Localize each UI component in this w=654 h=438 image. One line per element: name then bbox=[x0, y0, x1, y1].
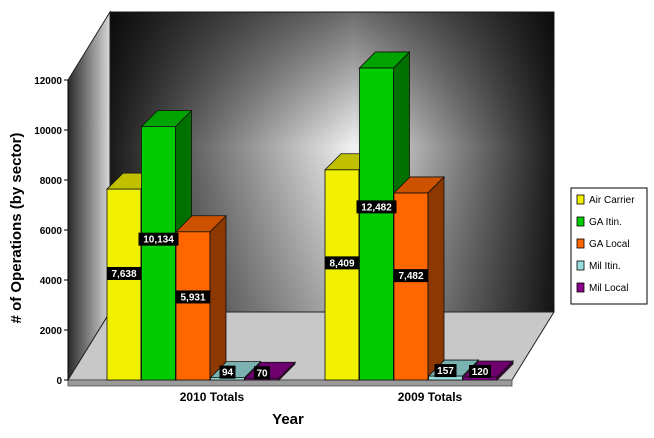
data-label-text: 12,482 bbox=[361, 202, 392, 213]
chart-labels: 7,638 10,134 5,931 94 70 8,409 12,482 7,482 157 1… bbox=[107, 200, 491, 380]
data-label-text: 10,134 bbox=[143, 235, 174, 246]
y-tick-label: 2000 bbox=[40, 326, 63, 337]
legend-swatch bbox=[576, 238, 585, 249]
data-label-bg bbox=[138, 232, 179, 246]
data-label-bg bbox=[325, 256, 359, 270]
x-tick-label: 2009 Totals bbox=[398, 390, 463, 404]
legend-label: GA Local bbox=[589, 239, 630, 250]
bar bbox=[175, 214, 227, 381]
data-label: 12,482 bbox=[356, 200, 397, 214]
y-tick-label: 12000 bbox=[34, 76, 62, 87]
bar-top bbox=[358, 51, 411, 69]
data-label-text: 7,638 bbox=[111, 269, 136, 280]
data-label: 7,482 bbox=[394, 269, 428, 283]
legend-label: Air Carrier bbox=[589, 195, 635, 206]
chart-legend: Air Carrier GA Itin. GA Local Mil Itin. Mil … bbox=[570, 187, 648, 305]
data-label-text: 70 bbox=[256, 368, 268, 379]
y-tick-label: 0 bbox=[56, 376, 62, 387]
data-label: 94 bbox=[219, 365, 236, 379]
y-tick-label: 4000 bbox=[40, 276, 63, 287]
data-label: 7,638 bbox=[107, 266, 141, 280]
y-axis-title: # of Operations (by sector) bbox=[8, 133, 25, 324]
bar-side bbox=[209, 214, 227, 381]
legend-label: Mil Itin. bbox=[589, 261, 621, 272]
bar-front bbox=[324, 169, 360, 381]
bar-front bbox=[175, 231, 211, 381]
data-label-bg bbox=[434, 364, 457, 378]
bar-side bbox=[427, 175, 445, 381]
x-axis-title: Year bbox=[272, 411, 304, 428]
legend-swatch bbox=[576, 194, 585, 205]
data-label-text: 157 bbox=[437, 366, 454, 377]
data-label-bg bbox=[219, 365, 236, 379]
legend-item: Mil Itin. bbox=[576, 260, 621, 272]
data-label: 10,134 bbox=[138, 232, 179, 246]
data-label-text: 120 bbox=[472, 367, 489, 378]
data-label-text: 5,931 bbox=[180, 292, 205, 303]
legend-item: GA Local bbox=[576, 238, 630, 250]
bar-front bbox=[106, 188, 142, 381]
chart-bars bbox=[106, 50, 514, 381]
data-label-bg bbox=[469, 365, 491, 378]
data-label: 70 bbox=[254, 366, 270, 380]
legend-label: Mil Local bbox=[589, 283, 628, 294]
data-label-text: 94 bbox=[222, 368, 234, 379]
bar bbox=[393, 175, 445, 381]
legend-label: GA Itin. bbox=[589, 217, 622, 228]
legend-swatch bbox=[576, 260, 585, 271]
bar-top bbox=[175, 215, 227, 233]
chart-axes: 0 2000 4000 6000 8000 10000 12000 2010 Totals 20… bbox=[34, 76, 462, 404]
legend-item: GA Itin. bbox=[576, 216, 622, 228]
y-tick-label: 8000 bbox=[40, 176, 63, 187]
legend-item: Mil Local bbox=[576, 282, 628, 294]
data-label: 5,931 bbox=[176, 290, 210, 304]
legend-swatch bbox=[576, 216, 585, 227]
legend-item: Air Carrier bbox=[576, 194, 635, 206]
data-label-bg bbox=[176, 290, 210, 304]
data-label: 157 bbox=[434, 364, 457, 378]
floor-edge bbox=[67, 379, 513, 387]
bar-front bbox=[141, 126, 176, 381]
bar-top bbox=[140, 110, 193, 128]
y-tick-label: 10000 bbox=[34, 126, 62, 137]
bar-top bbox=[393, 176, 445, 194]
data-label-bg bbox=[107, 266, 141, 280]
data-label: 8,409 bbox=[325, 256, 359, 270]
y-tick-label: 6000 bbox=[40, 226, 63, 237]
data-label-bg bbox=[356, 200, 397, 214]
data-label-bg bbox=[394, 269, 428, 283]
data-label-text: 7,482 bbox=[398, 271, 423, 282]
bar-front bbox=[359, 67, 394, 381]
data-label-text: 8,409 bbox=[329, 258, 354, 269]
legend-swatch bbox=[576, 282, 585, 293]
x-tick-label: 2010 Totals bbox=[180, 390, 245, 404]
bar-front bbox=[393, 192, 429, 381]
data-label-bg bbox=[254, 366, 270, 380]
data-label: 120 bbox=[469, 365, 491, 378]
